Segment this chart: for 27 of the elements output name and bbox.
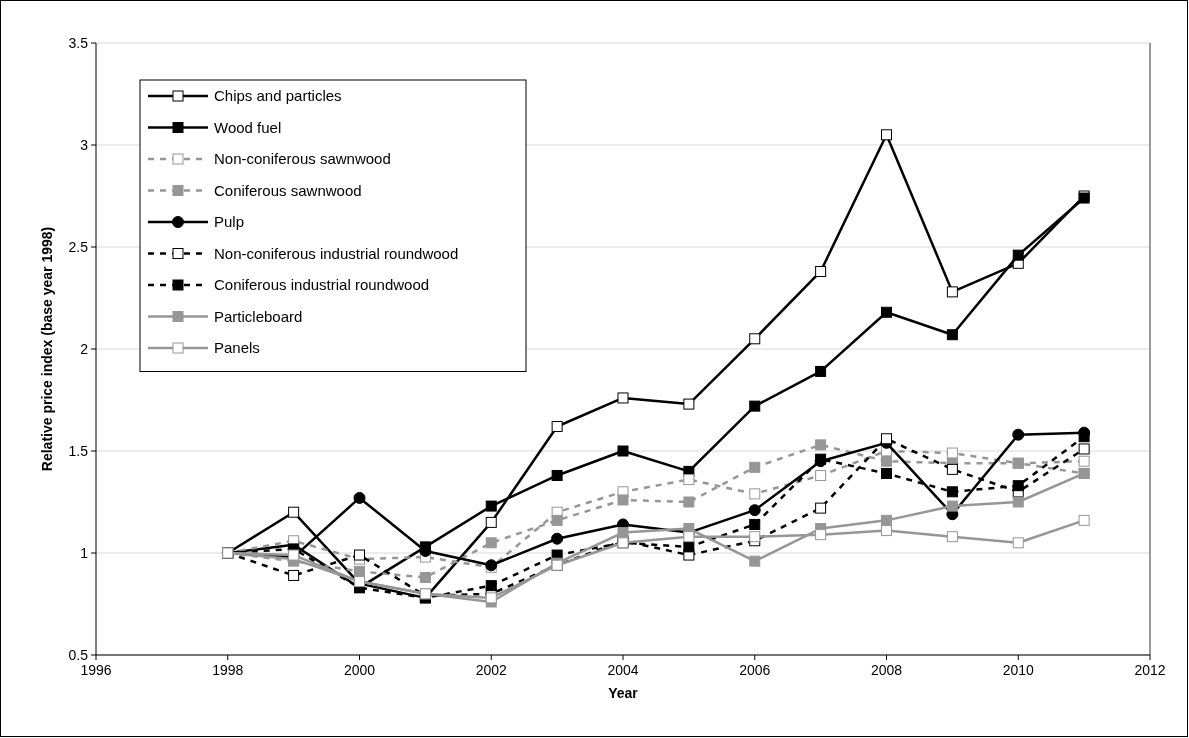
y-tick-label: 1.5 (68, 442, 89, 459)
y-tick-label: 2.5 (68, 238, 89, 255)
x-tick-label: 2012 (1134, 662, 1166, 678)
x-tick-label: 2002 (475, 662, 508, 678)
x-tick-label: 2000 (343, 662, 376, 678)
y-tick-label: 0.5 (68, 646, 89, 663)
x-tick-label: 2008 (870, 662, 903, 678)
y-tick-label: 3 (80, 136, 89, 153)
x-tick-label: 1998 (212, 662, 244, 678)
legend-label: Coniferous industrial roundwood (214, 276, 430, 294)
y-axis-title: Relative price index (base year 1998) (39, 226, 55, 472)
x-axis-title: Year (608, 685, 639, 701)
x-tick-label: 1996 (80, 662, 112, 678)
legend-label: Particleboard (214, 307, 303, 325)
y-tick-label: 1 (80, 544, 89, 561)
legend-label: Panels (214, 339, 260, 357)
legend-label: Non-coniferous sawnwood (214, 150, 391, 168)
y-tick-label: 3.5 (68, 34, 89, 51)
legend-label: Non-coniferous industrial roundwood (214, 244, 459, 262)
x-tick-label: 2010 (1002, 662, 1035, 678)
legend-label: Wood fuel (214, 118, 282, 136)
y-tick-label: 2 (80, 340, 89, 357)
legend-label: Pulp (214, 213, 245, 231)
x-tick-label: 2006 (739, 662, 771, 678)
x-tick-label: 2004 (607, 662, 639, 678)
legend-label: Coniferous sawnwood (214, 181, 362, 199)
legend-label: Chips and particles (214, 87, 342, 105)
